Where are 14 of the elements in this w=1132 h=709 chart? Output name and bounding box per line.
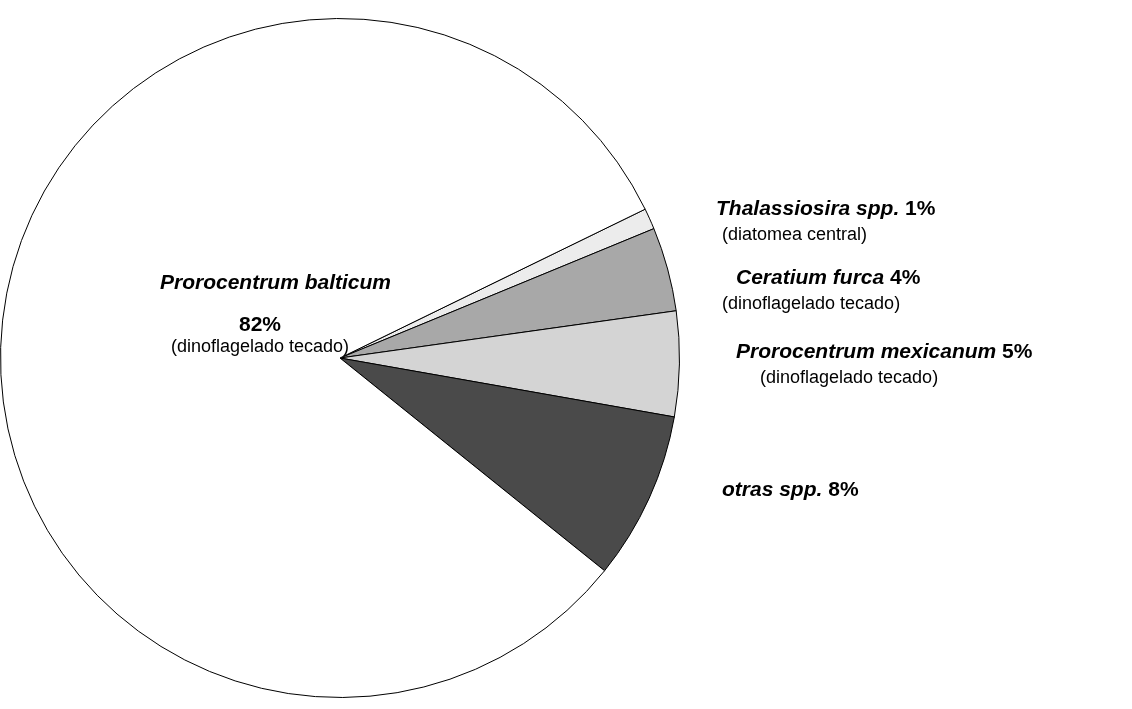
slice-label: otras spp. [722, 477, 823, 500]
text: (dinoflagelado tecado) [760, 367, 940, 388]
text: (dinoflagelado tecado) [169, 336, 351, 357]
data-label: 5% [1002, 339, 1033, 362]
slice-label: Ceratium furca [736, 265, 885, 288]
slice-label: Thalassiosira spp. [716, 196, 900, 219]
data-label: 8% [828, 477, 859, 500]
text: (dinoflagelado tecado) [722, 293, 902, 314]
data-label: 1% [905, 196, 936, 219]
slice-label: Prorocentrum mexicanum [736, 339, 997, 362]
slice-label: Prorocentrum balticum [160, 270, 392, 294]
text: (diatomea central) [722, 224, 869, 245]
data-label: 82% [238, 312, 282, 336]
data-label: 4% [890, 265, 921, 288]
